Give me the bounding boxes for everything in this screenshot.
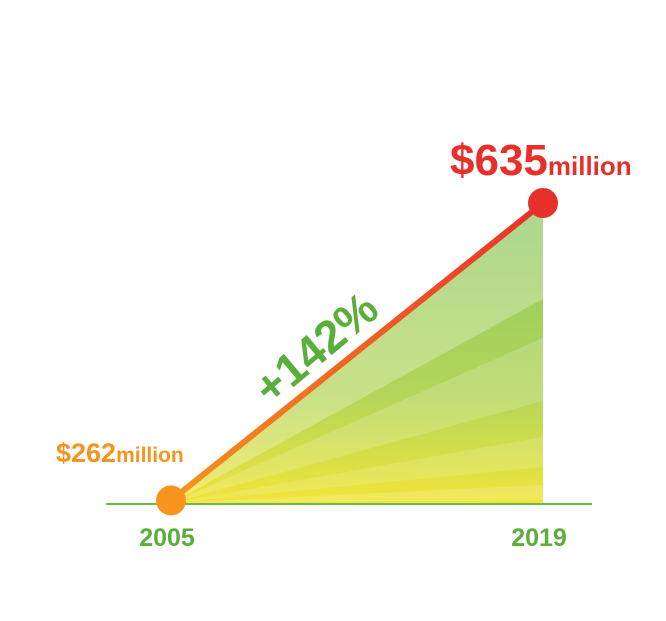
point — [156, 485, 186, 516]
value-label: $635million — [450, 136, 632, 185]
line — [169, 200, 545, 503]
fan-stripe — [171, 484, 543, 503]
fan-stripe — [171, 337, 543, 503]
value-number: $635 — [450, 136, 548, 185]
value-unit: million — [548, 151, 632, 181]
value-label: $262million — [56, 438, 184, 468]
point — [528, 187, 558, 218]
x-tick-label: 2019 — [511, 524, 567, 552]
value-unit: million — [116, 444, 184, 467]
fan-stripe — [171, 436, 543, 503]
value-number: $262 — [56, 438, 116, 468]
x-tick-label: 2005 — [139, 524, 195, 552]
